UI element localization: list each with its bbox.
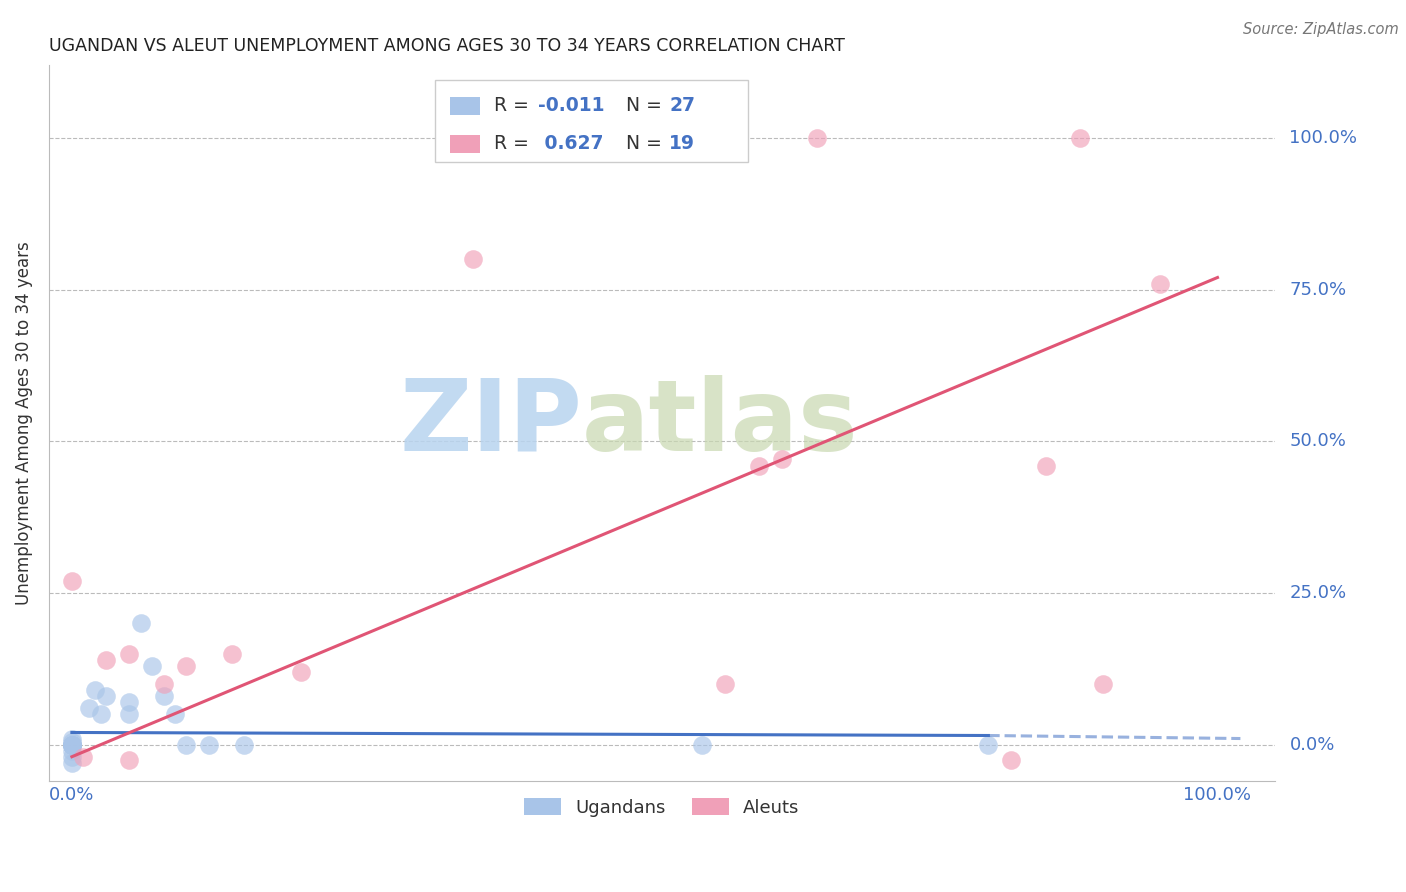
Point <box>118 695 141 709</box>
Point <box>748 458 770 473</box>
FancyBboxPatch shape <box>434 79 748 161</box>
Text: 27: 27 <box>669 96 695 115</box>
Point <box>163 707 186 722</box>
Text: 50.0%: 50.0% <box>1289 433 1347 450</box>
Point <box>1091 677 1114 691</box>
Point <box>83 683 105 698</box>
Point <box>60 749 83 764</box>
Point <box>60 738 83 752</box>
Text: N =: N = <box>626 134 668 153</box>
Text: 100.0%: 100.0% <box>1289 129 1357 147</box>
Text: 25.0%: 25.0% <box>1289 584 1347 602</box>
Text: -0.011: -0.011 <box>538 96 605 115</box>
Point <box>118 753 141 767</box>
Point <box>60 731 83 746</box>
Point <box>770 452 793 467</box>
Point <box>221 647 243 661</box>
Point <box>60 738 83 752</box>
Text: 19: 19 <box>669 134 695 153</box>
Point <box>461 252 484 267</box>
Point <box>1149 277 1171 291</box>
Point <box>714 677 737 691</box>
Point <box>60 738 83 752</box>
Point <box>60 738 83 752</box>
Point <box>60 738 83 752</box>
Legend: Ugandans, Aleuts: Ugandans, Aleuts <box>516 789 808 826</box>
Point <box>806 131 828 145</box>
FancyBboxPatch shape <box>450 97 481 115</box>
Point <box>60 574 83 588</box>
Text: atlas: atlas <box>582 375 859 472</box>
Point <box>129 616 152 631</box>
Point <box>1035 458 1057 473</box>
Point <box>60 744 83 758</box>
Point <box>690 738 713 752</box>
FancyBboxPatch shape <box>450 135 481 153</box>
Point <box>1000 753 1022 767</box>
Point <box>77 701 100 715</box>
Point <box>176 658 198 673</box>
Point <box>152 689 174 703</box>
Point <box>118 707 141 722</box>
Point <box>89 707 111 722</box>
Text: 0.627: 0.627 <box>538 134 603 153</box>
Text: ZIP: ZIP <box>399 375 582 472</box>
Point <box>60 756 83 770</box>
Point <box>60 738 83 752</box>
Text: 0.0%: 0.0% <box>1289 736 1334 754</box>
Point <box>176 738 198 752</box>
Point <box>60 738 83 752</box>
Point <box>290 665 312 679</box>
Point <box>198 738 221 752</box>
Point <box>232 738 254 752</box>
Text: Source: ZipAtlas.com: Source: ZipAtlas.com <box>1243 22 1399 37</box>
Text: R =: R = <box>494 134 534 153</box>
Text: R =: R = <box>494 96 534 115</box>
Point <box>72 749 94 764</box>
Point <box>1069 131 1091 145</box>
Point <box>118 647 141 661</box>
Text: 75.0%: 75.0% <box>1289 281 1347 299</box>
Point <box>152 677 174 691</box>
Point <box>96 653 118 667</box>
Text: N =: N = <box>626 96 668 115</box>
Text: UGANDAN VS ALEUT UNEMPLOYMENT AMONG AGES 30 TO 34 YEARS CORRELATION CHART: UGANDAN VS ALEUT UNEMPLOYMENT AMONG AGES… <box>49 37 845 55</box>
Y-axis label: Unemployment Among Ages 30 to 34 years: Unemployment Among Ages 30 to 34 years <box>15 241 32 605</box>
Point <box>60 734 83 748</box>
Point <box>141 658 163 673</box>
Point <box>977 738 1000 752</box>
Point <box>96 689 118 703</box>
